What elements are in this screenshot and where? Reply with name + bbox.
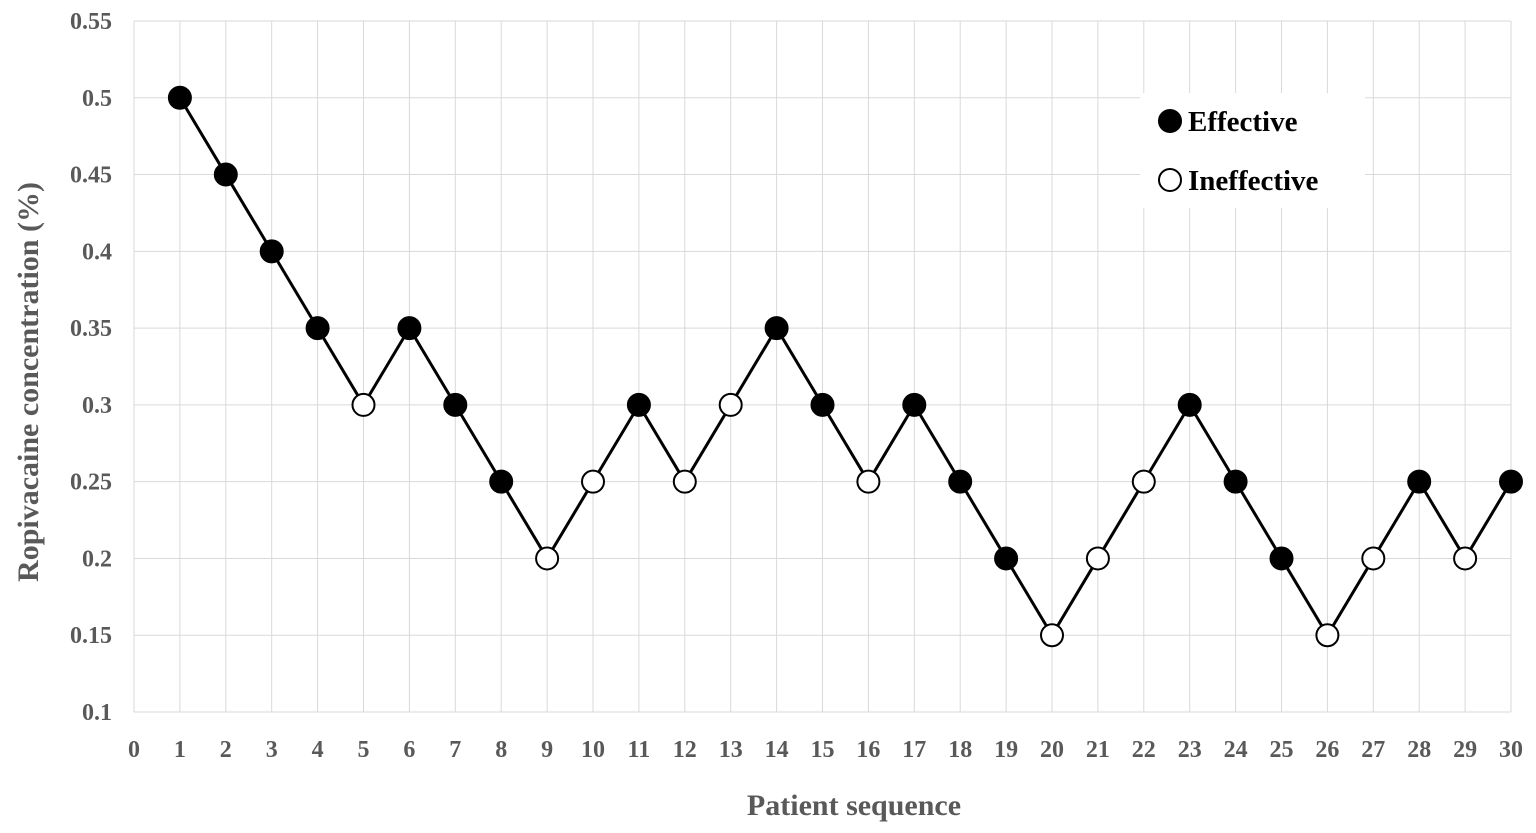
x-tick-label: 13 xyxy=(719,737,743,763)
data-point-ineffective xyxy=(1453,546,1478,571)
y-tick-label: 0.45 xyxy=(70,163,112,189)
y-axis-title: Ropivacaine concentration (%) xyxy=(12,182,45,582)
data-point-effective xyxy=(902,392,927,417)
data-point-ineffective xyxy=(351,392,376,417)
y-tick-label: 0.1 xyxy=(82,700,112,726)
x-tick-label: 30 xyxy=(1499,737,1523,763)
x-tick-label: 5 xyxy=(358,737,370,763)
data-point-ineffective xyxy=(535,546,560,571)
x-tick-label: 14 xyxy=(765,737,789,763)
legend: Effective Ineffective xyxy=(1140,93,1365,208)
data-point-effective xyxy=(213,162,238,187)
x-tick-label: 2 xyxy=(220,737,232,763)
legend-label-effective: Effective xyxy=(1188,106,1298,138)
data-points xyxy=(167,85,1523,648)
data-point-ineffective xyxy=(1131,469,1156,494)
x-tick-label: 9 xyxy=(541,737,553,763)
data-point-effective xyxy=(810,392,835,417)
data-point-ineffective xyxy=(581,469,605,494)
data-point-ineffective xyxy=(718,392,743,417)
data-point-effective xyxy=(626,392,651,417)
x-tick-label: 10 xyxy=(581,737,605,763)
y-tick-label: 0.5 xyxy=(82,86,112,112)
data-point-effective xyxy=(1407,469,1432,494)
data-point-ineffective xyxy=(856,469,881,494)
x-tick-label: 16 xyxy=(856,737,880,763)
x-tick-label: 12 xyxy=(673,737,697,763)
x-tick-labels: 0 1 2 3 4 5 6 7 8 9 10 11 12 13 14 15 16 17 18 19 20 21 22 23 24… xyxy=(128,737,1523,763)
x-tick-label: 19 xyxy=(994,737,1018,763)
data-point-effective xyxy=(167,85,192,110)
x-tick-label: 17 xyxy=(902,737,926,763)
x-tick-label: 7 xyxy=(449,737,461,763)
data-point-effective xyxy=(764,316,789,341)
x-tick-label: 25 xyxy=(1270,737,1294,763)
data-point-effective xyxy=(1177,392,1202,417)
x-tick-label: 4 xyxy=(312,737,324,763)
x-axis-title: Patient sequence xyxy=(747,789,961,822)
x-tick-label: 29 xyxy=(1453,737,1477,763)
x-tick-label: 15 xyxy=(811,737,835,763)
x-tick-label: 8 xyxy=(495,737,507,763)
x-tick-label: 21 xyxy=(1086,737,1110,763)
data-point-effective xyxy=(948,469,973,494)
data-point-effective xyxy=(1499,469,1523,494)
data-point-ineffective xyxy=(1085,546,1110,571)
legend-marker-effective xyxy=(1158,109,1182,133)
data-point-effective xyxy=(1223,469,1248,494)
y-tick-labels: 0.1 0.15 0.2 0.25 0.3 0.35 0.4 0.45 0.5 0.55 xyxy=(70,9,112,726)
legend-marker-ineffective xyxy=(1158,168,1182,192)
data-point-ineffective xyxy=(1361,546,1386,571)
data-point-effective xyxy=(397,316,422,341)
x-tick-label: 3 xyxy=(266,737,278,763)
y-tick-label: 0.35 xyxy=(70,316,112,342)
data-point-ineffective xyxy=(1315,623,1340,648)
y-tick-label: 0.25 xyxy=(70,470,112,496)
x-tick-label: 1 xyxy=(174,737,186,763)
x-tick-label: 11 xyxy=(628,737,651,763)
data-point-ineffective xyxy=(1040,623,1064,648)
x-tick-label: 6 xyxy=(403,737,415,763)
x-tick-label: 23 xyxy=(1178,737,1202,763)
x-tick-label: 27 xyxy=(1361,737,1385,763)
y-tick-label: 0.15 xyxy=(70,623,112,649)
legend-label-ineffective: Ineffective xyxy=(1188,165,1319,197)
x-tick-label: 24 xyxy=(1224,737,1248,763)
data-point-ineffective xyxy=(672,469,697,494)
x-tick-label: 22 xyxy=(1132,737,1156,763)
y-tick-label: 0.3 xyxy=(82,393,112,419)
series-line xyxy=(178,97,1513,639)
y-tick-label: 0.2 xyxy=(82,546,112,572)
x-tick-label: 28 xyxy=(1407,737,1431,763)
y-tick-label: 0.55 xyxy=(70,9,112,35)
data-point-effective xyxy=(443,392,468,417)
data-point-effective xyxy=(305,316,330,341)
data-point-effective xyxy=(259,239,284,264)
x-tick-label: 18 xyxy=(948,737,972,763)
data-point-effective xyxy=(994,546,1019,571)
y-tick-label: 0.4 xyxy=(82,239,112,265)
x-tick-label: 20 xyxy=(1040,737,1064,763)
data-point-effective xyxy=(489,469,514,494)
data-point-effective xyxy=(1269,546,1294,571)
x-tick-label: 26 xyxy=(1315,737,1339,763)
x-tick-label: 0 xyxy=(128,737,140,763)
